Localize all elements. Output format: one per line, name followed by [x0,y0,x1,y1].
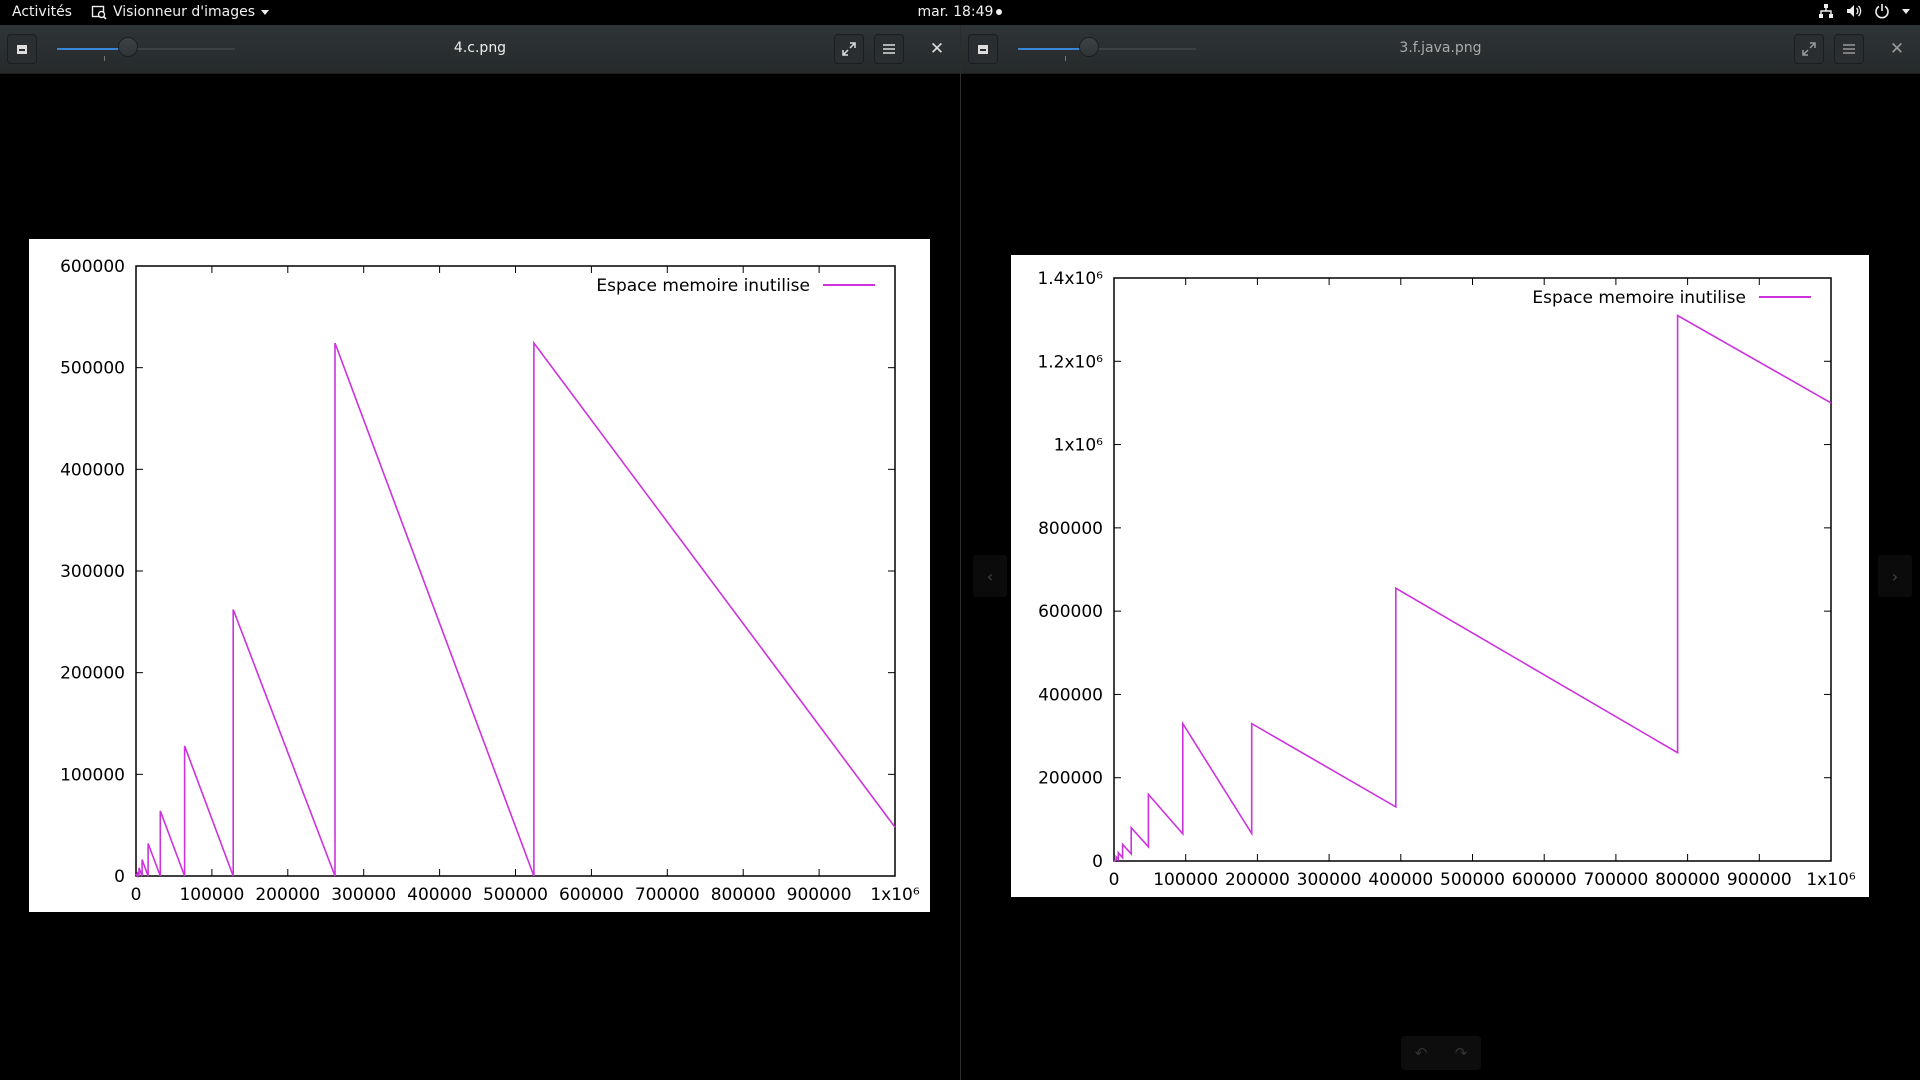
header-bar: 4.c.png ✕ [0,25,960,74]
app-menu[interactable]: Visionneur d'images [91,4,269,20]
activities-button[interactable]: Activités [12,4,72,20]
next-image-button[interactable]: › [1878,555,1912,597]
x-tick-label: 500000 [483,885,548,905]
network-icon [1819,4,1833,18]
close-button[interactable]: ✕ [922,34,952,64]
app-menu-label: Visionneur d'images [113,4,255,20]
y-tick-label: 300000 [60,562,125,582]
fullscreen-button[interactable] [834,34,864,64]
plot-frame [1113,277,1832,862]
chevron-left-icon: ‹ [986,566,994,586]
close-button[interactable]: ✕ [1882,34,1912,64]
zoom-slider-handle[interactable] [118,37,138,57]
y-tick-label: 1x10⁶ [1054,436,1104,456]
x-tick-label: 400000 [407,885,472,905]
image-canvas[interactable]: 0 100000 200000 300000 400000 500000 600000 700… [1011,255,1869,897]
notification-dot [996,9,1003,15]
image-viewer-window-left: 4.c.png ✕ 0 100000 200000 300000 400000 50000… [0,25,960,1080]
x-tick-label: 800000 [711,885,776,905]
series-line [1113,314,1832,862]
header-bar: 3.f.java.png ✕ [961,25,1920,74]
power-icon [1875,4,1889,19]
minimize-button[interactable] [968,34,998,64]
y-tick-label: 600000 [1038,602,1103,622]
rotate-right-button[interactable]: ↷ [1441,1036,1481,1070]
fullscreen-button[interactable] [1794,34,1824,64]
rotate-left-icon: ↶ [1414,1044,1428,1062]
x-tick-label: 1x10⁶ [1806,870,1856,890]
y-tick-label: 1.4x10⁶ [1037,269,1103,289]
rotate-controls: ↶ ↷ [1401,1036,1481,1070]
menu-button[interactable] [1834,34,1864,64]
x-tick-label: 1x10⁶ [870,885,920,905]
y-tick-label: 800000 [1038,519,1103,539]
y-tick-label: 600000 [60,257,125,277]
system-status-area[interactable] [1818,3,1910,19]
window-title: 3.f.java.png [1399,40,1482,56]
minimize-icon [17,44,27,54]
x-tick-label: 600000 [559,885,624,905]
clock[interactable]: mar. 18:49 [0,4,1920,20]
x-tick-label: 100000 [179,885,244,905]
y-tick-label: 500000 [60,359,125,379]
image-viewer-icon [91,5,107,20]
hamburger-menu-icon [1843,44,1855,54]
volume-icon [1847,5,1862,17]
y-tick-label: 1.2x10⁶ [1037,352,1103,372]
legend-label: Espace memoire inutilise [596,276,810,296]
chevron-down-icon [260,9,269,15]
window-title: 4.c.png [453,40,507,56]
y-tick-label: 0 [1092,852,1103,872]
x-tick-label: 100000 [1153,870,1218,890]
x-tick-label: 900000 [787,885,852,905]
x-tick-label: 700000 [635,885,700,905]
rotate-right-icon: ↷ [1454,1044,1468,1062]
chevron-down-icon [1902,8,1910,14]
close-icon: ✕ [1889,39,1905,59]
plot-frame [135,265,896,877]
x-tick-label: 800000 [1655,870,1720,890]
y-tick-label: 0 [114,867,125,887]
chevron-right-icon: › [1891,566,1899,586]
zoom-slider-handle[interactable] [1079,37,1099,57]
y-tick-label: 400000 [60,460,125,480]
minimize-icon [978,44,988,54]
y-tick-label: 200000 [60,664,125,684]
x-tick-label: 700000 [1583,870,1648,890]
x-tick-label: 0 [1109,870,1120,890]
image-canvas[interactable]: 0 100000 200000 300000 400000 500000 600000 700… [29,239,930,912]
y-tick-label: 100000 [60,765,125,785]
chart-4c: 0 100000 200000 300000 400000 500000 600000 700… [60,257,920,905]
x-tick-label: 0 [131,885,142,905]
x-tick-label: 500000 [1440,870,1505,890]
x-tick-label: 300000 [1297,870,1362,890]
image-viewer-window-right: 3.f.java.png ✕ ‹ › 0 100000 200000 300000 40… [961,25,1920,1080]
clock-label: mar. 18:49 [917,4,994,20]
y-tick-label: 200000 [1038,769,1103,789]
x-tick-label: 400000 [1368,870,1433,890]
hamburger-menu-icon [883,44,895,54]
x-tick-label: 300000 [331,885,396,905]
legend-label: Espace memoire inutilise [1532,288,1746,308]
close-icon: ✕ [929,39,945,59]
window-divider [960,25,961,1080]
x-tick-label: 200000 [255,885,320,905]
x-tick-label: 200000 [1225,870,1290,890]
fullscreen-icon [842,42,856,56]
zoom-slider[interactable] [1018,37,1196,61]
chart-3f-java: 0 100000 200000 300000 400000 500000 600000 700… [1037,269,1856,890]
fullscreen-icon [1802,42,1816,56]
previous-image-button[interactable]: ‹ [973,555,1007,597]
x-tick-label: 900000 [1727,870,1792,890]
zoom-slider[interactable] [57,37,235,61]
minimize-button[interactable] [7,34,37,64]
top-bar: Activités Visionneur d'images mar. 18:49 [0,0,1920,25]
menu-button[interactable] [874,34,904,64]
y-tick-label: 400000 [1038,685,1103,705]
x-tick-label: 600000 [1512,870,1577,890]
series-line [135,340,896,879]
rotate-left-button[interactable]: ↶ [1401,1036,1441,1070]
